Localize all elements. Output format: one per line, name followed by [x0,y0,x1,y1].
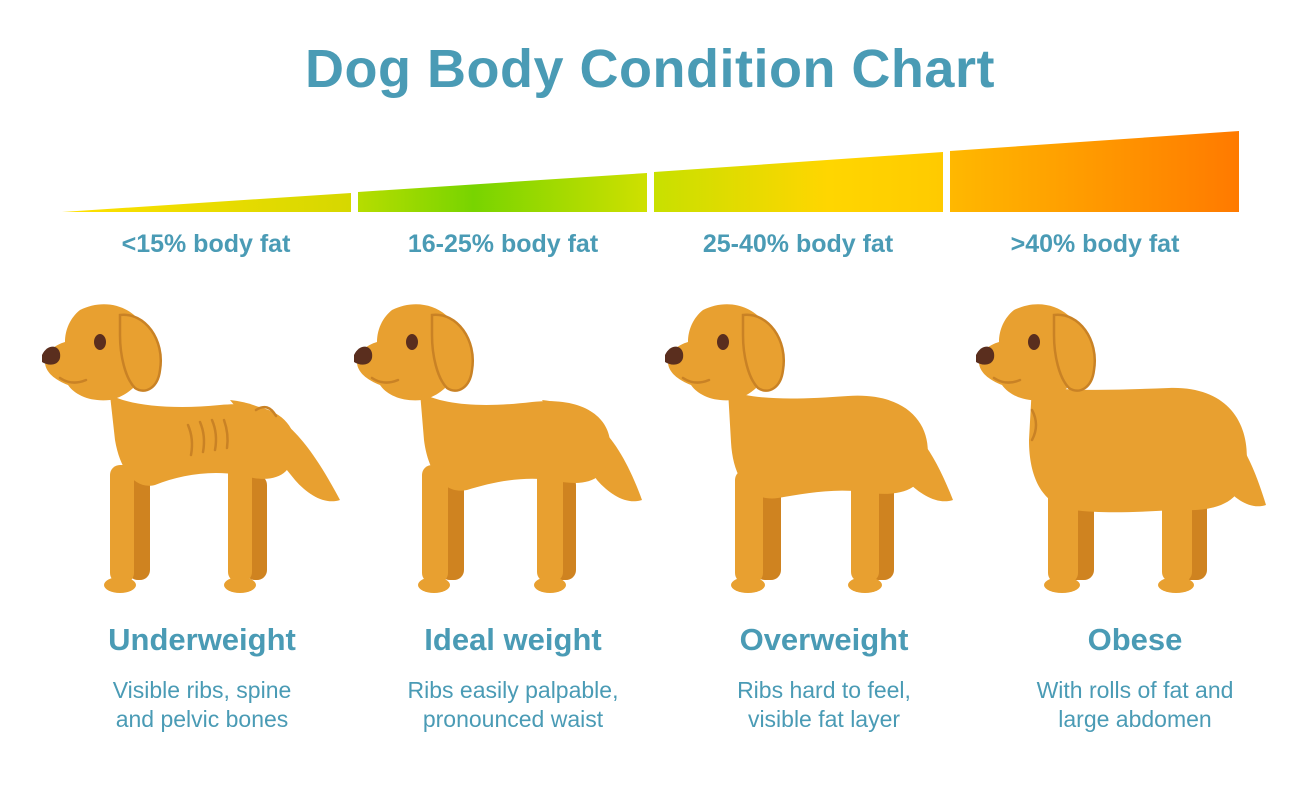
category-description-ideal: Ribs easily palpable, pronounced waist [363,676,663,734]
body-fat-gradient-bar [62,131,1239,212]
fat-label-obese: >40% body fat [1010,230,1180,258]
category-name-obese: Obese [1087,622,1183,657]
chart-title: Dog Body Condition Chart [305,39,995,99]
description-line: and pelvic bones [115,706,289,732]
category-description-overweight: Ribs hard to feel, visible fat layer [674,676,974,734]
category-name-overweight: Overweight [739,622,909,657]
bar-segment-ideal [358,173,647,212]
obese-dog-illustration [976,304,1266,593]
overweight-dog-illustration [665,304,953,593]
description-line: pronounced waist [422,706,604,732]
category-description-underweight: Visible ribs, spine and pelvic bones [52,676,352,734]
fat-label-overweight: 25-40% body fat [702,230,894,258]
category-description-obese: With rolls of fat and large abdomen [985,676,1285,734]
ideal-weight-dog-illustration [354,304,642,593]
bar-segment-overweight [654,152,943,212]
bar-segment-obese [950,131,1239,212]
description-line: Ribs easily palpable, [407,677,619,703]
fat-label-underweight: <15% body fat [121,230,291,258]
description-line: With rolls of fat and [1036,677,1234,703]
description-line: large abdomen [1058,706,1212,732]
bar-segment-underweight [62,193,351,212]
category-name-underweight: Underweight [108,622,296,657]
description-line: visible fat layer [747,706,901,732]
fat-label-ideal: 16-25% body fat [407,230,599,258]
description-line: Visible ribs, spine [112,677,292,703]
underweight-dog-illustration [42,304,340,593]
category-name-ideal: Ideal weight [424,622,602,657]
description-line: Ribs hard to feel, [737,677,911,703]
